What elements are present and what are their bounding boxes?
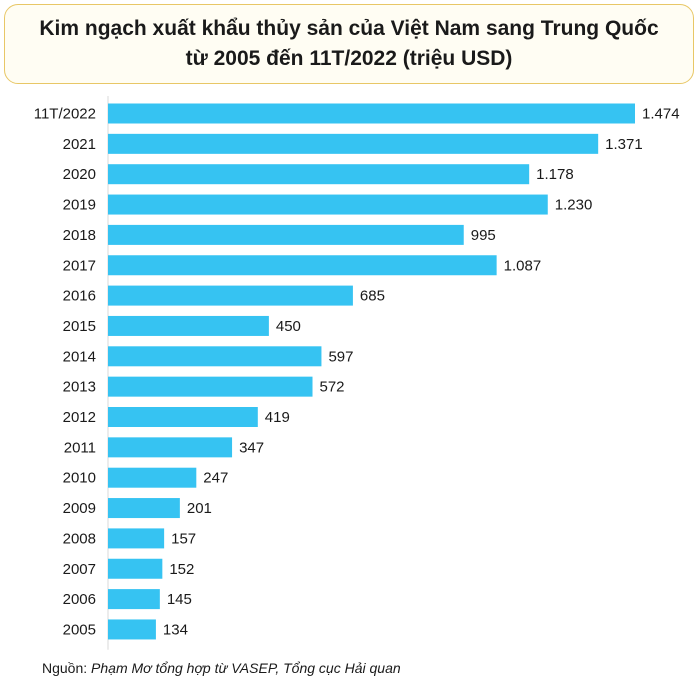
bar-value-label: 995 bbox=[471, 227, 496, 244]
category-tick-label: 2018 bbox=[63, 227, 96, 244]
bar-value-label: 201 bbox=[187, 500, 212, 517]
chart-title-box: Kim ngạch xuất khẩu thủy sản của Việt Na… bbox=[4, 4, 694, 84]
category-tick-label: 2007 bbox=[63, 561, 96, 578]
bar bbox=[108, 224, 464, 245]
bar-chart: 11T/2022 1.474 2021 1.371 2020 1.178 2019 1.230… bbox=[34, 96, 680, 650]
bar bbox=[108, 103, 635, 124]
bar bbox=[108, 619, 156, 640]
bar bbox=[108, 315, 269, 336]
category-tick-label: 2021 bbox=[63, 136, 96, 153]
bar-value-label: 685 bbox=[360, 288, 385, 305]
chart-title-line2: từ 2005 đến 11T/2022 (triệu USD) bbox=[185, 47, 513, 70]
bar bbox=[108, 528, 165, 549]
bar bbox=[108, 467, 197, 488]
source-text: Phạm Mơ tổng hợp từ VASEP, Tổng cục Hải … bbox=[91, 660, 401, 676]
category-tick-label: 2014 bbox=[63, 348, 96, 365]
bar bbox=[108, 407, 258, 427]
bar-value-label: 152 bbox=[169, 561, 194, 578]
bar-value-label: 597 bbox=[328, 348, 353, 365]
bar-value-label: 157 bbox=[171, 530, 196, 547]
bar-value-label: 347 bbox=[239, 439, 264, 456]
category-tick-label: 2005 bbox=[63, 621, 96, 638]
category-tick-label: 2012 bbox=[63, 409, 96, 426]
bar-value-label: 1.230 bbox=[555, 197, 593, 214]
bar bbox=[108, 133, 599, 154]
category-tick-label: 11T/2022 bbox=[34, 106, 96, 123]
bar bbox=[108, 498, 180, 519]
category-tick-label: 2015 bbox=[63, 318, 96, 335]
bar bbox=[108, 558, 163, 579]
chart-title-line1: Kim ngạch xuất khẩu thủy sản của Việt Na… bbox=[39, 17, 659, 40]
category-tick-label: 2013 bbox=[63, 379, 96, 396]
bar-value-label: 1.474 bbox=[642, 106, 680, 123]
category-tick-label: 2011 bbox=[64, 439, 96, 456]
bar-value-label: 1.371 bbox=[605, 136, 643, 153]
category-tick-label: 2010 bbox=[63, 470, 96, 487]
bar bbox=[108, 255, 497, 276]
bar bbox=[108, 346, 322, 367]
bar-value-label: 419 bbox=[265, 409, 290, 426]
bar bbox=[108, 376, 313, 397]
bar-value-label: 450 bbox=[276, 318, 301, 335]
bar-value-label: 1.178 bbox=[536, 166, 574, 183]
category-tick-label: 2009 bbox=[63, 500, 96, 517]
bar-value-label: 572 bbox=[320, 379, 345, 396]
bar-value-label: 145 bbox=[167, 591, 192, 608]
bar bbox=[108, 437, 233, 458]
source-note: Nguồn: Phạm Mơ tổng hợp từ VASEP, Tổng c… bbox=[42, 660, 401, 676]
category-tick-label: 2016 bbox=[63, 288, 96, 305]
category-tick-label: 2006 bbox=[63, 591, 96, 608]
bar-value-label: 1.087 bbox=[504, 257, 542, 274]
bar-value-label: 247 bbox=[203, 470, 228, 487]
category-tick-label: 2017 bbox=[63, 257, 96, 274]
source-label: Nguồn: bbox=[42, 660, 92, 676]
bar-value-label: 134 bbox=[163, 621, 188, 638]
category-tick-label: 2008 bbox=[63, 530, 96, 547]
bar bbox=[108, 589, 160, 610]
category-tick-label: 2020 bbox=[63, 166, 96, 183]
bar bbox=[108, 194, 548, 215]
bar bbox=[108, 285, 353, 306]
category-tick-label: 2019 bbox=[63, 197, 96, 214]
bar bbox=[108, 164, 530, 185]
